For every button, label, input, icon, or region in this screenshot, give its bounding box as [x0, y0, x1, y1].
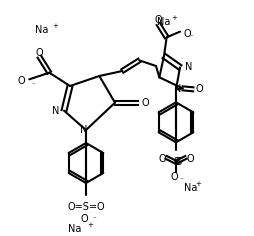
Text: O: O	[170, 172, 178, 182]
Text: N: N	[174, 84, 182, 94]
Text: Na: Na	[184, 183, 197, 193]
Text: O: O	[141, 98, 149, 108]
Text: ⁻: ⁻	[179, 177, 183, 183]
Text: O: O	[36, 48, 43, 58]
Text: O: O	[80, 214, 88, 224]
Text: O: O	[158, 154, 166, 164]
Text: +: +	[52, 23, 58, 29]
Text: N: N	[52, 106, 59, 116]
Text: ⁻: ⁻	[92, 216, 96, 222]
Text: O=S=O: O=S=O	[67, 202, 105, 212]
Text: Na: Na	[157, 17, 170, 27]
Text: S: S	[173, 157, 179, 167]
Text: ⁻: ⁻	[190, 35, 194, 41]
Text: O: O	[18, 76, 25, 86]
Text: +: +	[195, 181, 201, 187]
Text: O: O	[196, 84, 203, 94]
Text: ⁻: ⁻	[31, 82, 35, 88]
Text: O: O	[154, 15, 162, 25]
Text: +: +	[87, 222, 93, 228]
Text: N: N	[185, 62, 192, 72]
Text: S: S	[175, 157, 181, 167]
Text: Na: Na	[35, 25, 48, 35]
Text: O: O	[184, 29, 192, 39]
Text: +: +	[172, 15, 178, 21]
Text: O: O	[186, 154, 194, 164]
Text: N: N	[80, 125, 88, 135]
Text: Na: Na	[68, 224, 81, 234]
